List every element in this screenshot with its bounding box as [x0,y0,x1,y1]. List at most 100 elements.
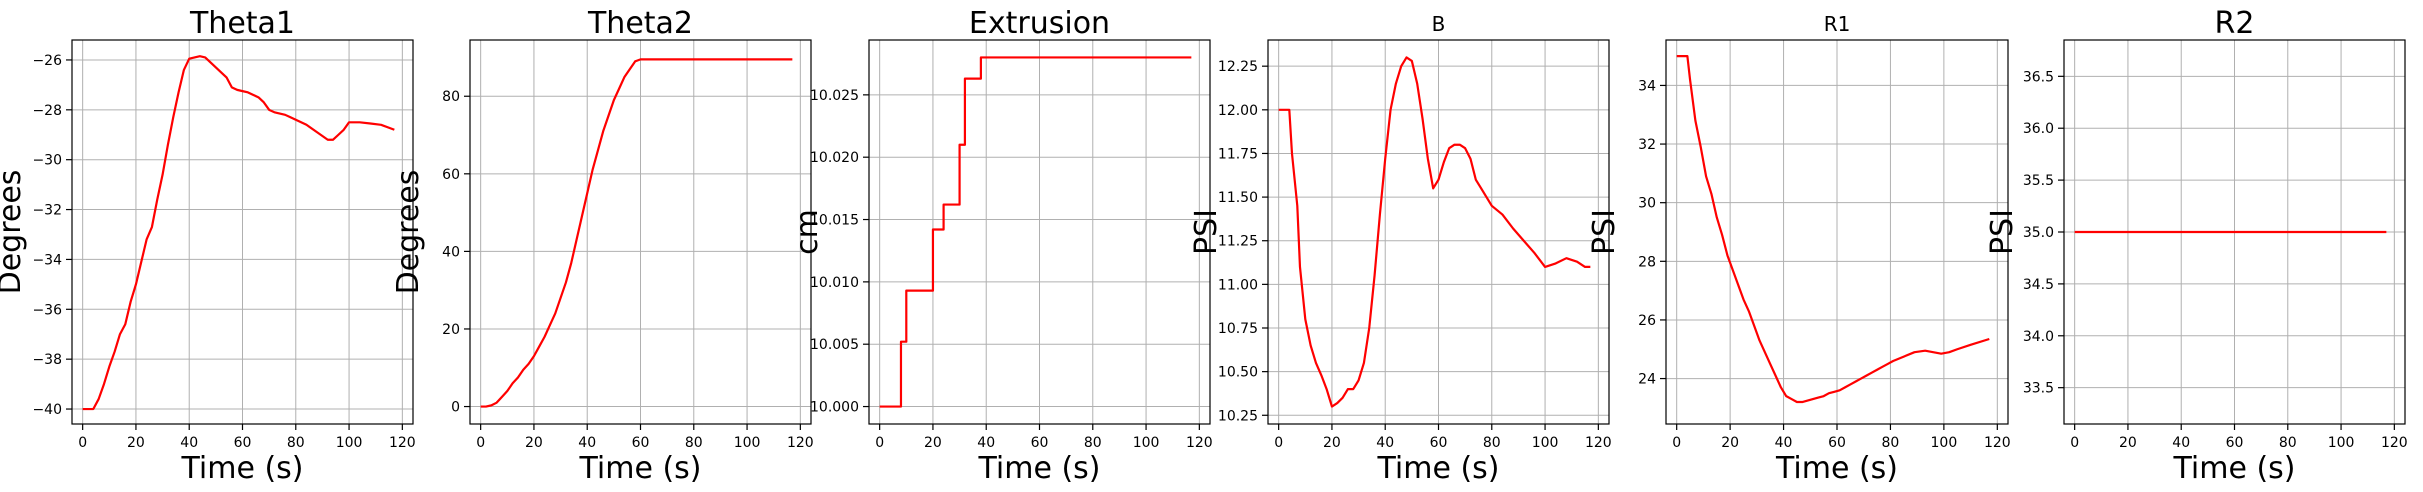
x-tick-label: 0 [78,435,87,451]
y-tick-label: 35.5 [2023,173,2054,189]
y-tick-label: 12.00 [1218,103,1258,119]
series-line [879,56,1192,408]
x-tick-label: 40 [2172,435,2190,451]
x-tick-label: 60 [632,435,650,451]
x-tick-label: 80 [1084,435,1102,451]
x-tick-label: 40 [180,435,198,451]
y-tick-label: −28 [32,103,62,119]
y-axis-label: Degrees [391,170,426,295]
x-tick-label: 60 [1031,435,1049,451]
chart-title: B [1432,12,1446,36]
y-tick-label: 40 [442,244,460,260]
y-tick-label: 24 [1638,372,1656,388]
x-tick-label: 100 [734,435,761,451]
y-axis-label: cm [790,209,825,255]
y-tick-label: 11.50 [1218,190,1258,206]
x-axis-label: Time (s) [2173,451,2296,486]
y-tick-label: 34 [1638,78,1656,94]
series-line [480,58,793,408]
x-tick-label: 100 [1931,435,1958,451]
x-tick-label: 0 [1274,435,1283,451]
x-tick-label: 100 [1532,435,1559,451]
y-tick-label: 33.5 [2023,381,2054,397]
x-tick-label: 80 [287,435,305,451]
chart-title: R2 [2215,6,2255,41]
x-tick-label: 20 [1721,435,1739,451]
x-tick-label: 20 [924,435,942,451]
x-tick-label: 120 [1984,435,2011,451]
y-tick-label: −32 [32,203,62,219]
x-axis-label: Time (s) [1377,451,1500,486]
y-tick-label: −26 [32,53,62,69]
x-tick-label: 60 [1828,435,1846,451]
y-tick-label: 34.5 [2023,277,2054,293]
y-tick-label: −34 [32,252,62,268]
x-tick-label: 120 [2381,435,2408,451]
y-tick-label: 10.010 [810,275,859,291]
x-tick-label: 0 [1672,435,1681,451]
y-tick-label: 0 [451,400,460,416]
y-tick-label: −36 [32,302,62,318]
x-tick-label: 80 [2279,435,2297,451]
y-tick-label: 10.025 [810,88,859,104]
chart-title: R1 [1824,12,1851,36]
x-tick-label: 100 [2328,435,2355,451]
y-tick-label: 11.00 [1218,277,1258,293]
y-tick-label: 10.50 [1218,365,1258,381]
x-tick-label: 60 [234,435,252,451]
series-line [82,55,395,411]
x-tick-label: 80 [1483,435,1501,451]
x-tick-label: 40 [977,435,995,451]
x-tick-label: 0 [875,435,884,451]
y-tick-label: 28 [1638,254,1656,270]
chart-theta1: 0 20 40 60 80 100 120 −40 −38 −36 −34 −32 −30 −28 −26 T… [0,6,416,486]
x-tick-label: 100 [336,435,363,451]
y-axis-label: PSI [1189,209,1224,255]
x-axis-label: Time (s) [579,451,702,486]
x-tick-label: 60 [2226,435,2244,451]
x-tick-label: 0 [2070,435,2079,451]
y-tick-label: 36.0 [2023,121,2054,137]
chart-title: Theta2 [587,6,693,41]
x-tick-label: 120 [787,435,814,451]
chart-r2: 0 20 40 60 80 100 120 33.5 34.0 34.5 35.0 35.5 36.0 3… [1985,6,2408,486]
chart-extrusion: 0 20 40 60 80 100 120 10.000 10.005 10.010 10.015 1… [790,6,1213,486]
x-tick-label: 120 [1186,435,1213,451]
y-tick-label: 30 [1638,196,1656,212]
x-tick-label: 40 [578,435,596,451]
y-tick-label: 10.020 [810,150,859,166]
y-tick-label: −30 [32,153,62,169]
y-axis-label: PSI [1985,209,2020,255]
y-tick-label: 12.25 [1218,59,1258,75]
x-tick-label: 40 [1376,435,1394,451]
y-tick-label: 10.75 [1218,321,1258,337]
y-tick-label: −38 [32,352,62,368]
x-tick-label: 20 [2119,435,2137,451]
y-axis-label: Degrees [0,170,28,295]
x-tick-label: 20 [127,435,145,451]
x-tick-label: 0 [476,435,485,451]
x-tick-label: 40 [1775,435,1793,451]
x-axis-label: Time (s) [978,451,1101,486]
series-line [1278,56,1591,408]
x-axis-label: Time (s) [1775,451,1898,486]
y-tick-label: 20 [442,322,460,338]
y-axis-label: PSI [1587,209,1622,255]
y-tick-label: 10.015 [810,213,859,229]
y-tick-label: 11.75 [1218,146,1258,162]
y-tick-label: −40 [32,402,62,418]
x-tick-label: 120 [389,435,416,451]
y-tick-label: 35.0 [2023,225,2054,241]
y-tick-label: 32 [1638,137,1656,153]
y-tick-label: 11.25 [1218,234,1258,250]
x-tick-label: 20 [1323,435,1341,451]
x-axis-label: Time (s) [181,451,304,486]
y-tick-label: 60 [442,167,460,183]
y-tick-label: 10.25 [1218,408,1258,424]
chart-theta2: 0 20 40 60 80 100 120 0 20 40 60 80 Theta2 Time (s) De… [391,6,814,486]
y-tick-label: 26 [1638,313,1656,329]
x-tick-label: 80 [1882,435,1900,451]
x-tick-label: 100 [1133,435,1160,451]
chart-title: Extrusion [969,6,1110,41]
